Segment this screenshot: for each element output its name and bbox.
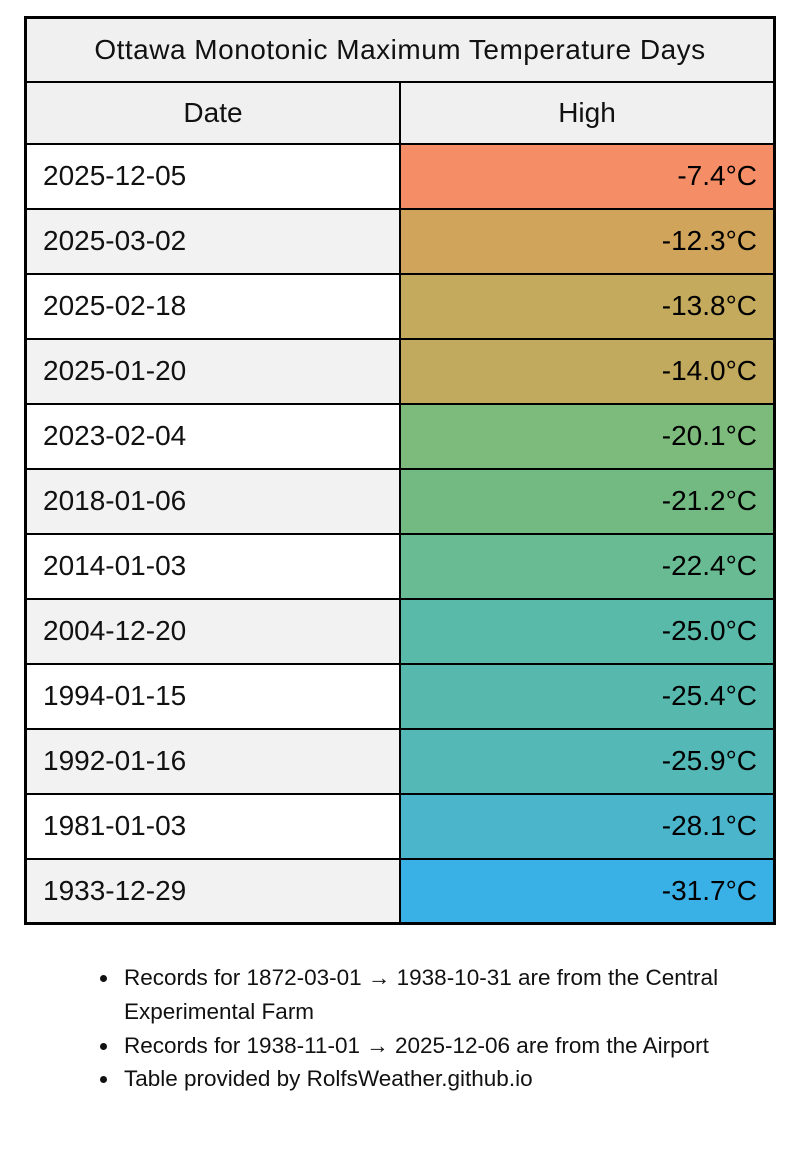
high-temperature-cell: -7.4°C: [399, 142, 776, 210]
note-item: Records for 1872-03-01 → 1938-10-31 are …: [120, 961, 752, 1029]
high-temperature-cell: -21.2°C: [399, 467, 776, 535]
high-temperature-cell: -25.0°C: [399, 597, 776, 665]
temperature-table: Ottawa Monotonic Maximum Temperature Day…: [24, 16, 776, 925]
table-row: 2004-12-20 -25.0°C: [24, 597, 776, 665]
high-temperature-cell: -31.7°C: [399, 857, 776, 925]
table-row: 2023-02-04 -20.1°C: [24, 402, 776, 470]
table-row: 1994-01-15 -25.4°C: [24, 662, 776, 730]
date-cell: 2004-12-20: [24, 597, 401, 665]
date-cell: 2018-01-06: [24, 467, 401, 535]
table-row: 2025-03-02 -12.3°C: [24, 207, 776, 275]
table-row: 1992-01-16 -25.9°C: [24, 727, 776, 795]
column-header-high: High: [399, 80, 776, 145]
date-cell: 2025-03-02: [24, 207, 401, 275]
date-cell: 2025-01-20: [24, 337, 401, 405]
table-row: 2014-01-03 -22.4°C: [24, 532, 776, 600]
table-row: 1981-01-03 -28.1°C: [24, 792, 776, 860]
table-row: 2025-12-05 -7.4°C: [24, 142, 776, 210]
date-cell: 2023-02-04: [24, 402, 401, 470]
table-row: 2025-01-20 -14.0°C: [24, 337, 776, 405]
date-cell: 2025-02-18: [24, 272, 401, 340]
notes-list: Records for 1872-03-01 → 1938-10-31 are …: [120, 961, 752, 1096]
table-row: 1933-12-29 -31.7°C: [24, 857, 776, 925]
date-cell: 1994-01-15: [24, 662, 401, 730]
date-cell: 1981-01-03: [24, 792, 401, 860]
high-temperature-cell: -13.8°C: [399, 272, 776, 340]
table-row: 2018-01-06 -21.2°C: [24, 467, 776, 535]
column-header-row: Date High: [24, 80, 776, 145]
high-temperature-cell: -20.1°C: [399, 402, 776, 470]
high-temperature-cell: -22.4°C: [399, 532, 776, 600]
note-item: Table provided by RolfsWeather.github.io: [120, 1062, 752, 1096]
high-temperature-cell: -25.4°C: [399, 662, 776, 730]
table-head: Ottawa Monotonic Maximum Temperature Day…: [24, 16, 776, 145]
high-temperature-cell: -12.3°C: [399, 207, 776, 275]
table-title: Ottawa Monotonic Maximum Temperature Day…: [24, 16, 776, 83]
date-cell: 1933-12-29: [24, 857, 401, 925]
high-temperature-cell: -14.0°C: [399, 337, 776, 405]
column-header-date: Date: [24, 80, 401, 145]
date-cell: 1992-01-16: [24, 727, 401, 795]
date-cell: 2014-01-03: [24, 532, 401, 600]
high-temperature-cell: -28.1°C: [399, 792, 776, 860]
high-temperature-cell: -25.9°C: [399, 727, 776, 795]
table-body: 2025-12-05 -7.4°C 2025-03-02 -12.3°C 2025-02…: [24, 142, 776, 925]
title-row: Ottawa Monotonic Maximum Temperature Day…: [24, 16, 776, 83]
date-cell: 2025-12-05: [24, 142, 401, 210]
table-row: 2025-02-18 -13.8°C: [24, 272, 776, 340]
note-item: Records for 1938-11-01 → 2025-12-06 are …: [120, 1029, 752, 1063]
